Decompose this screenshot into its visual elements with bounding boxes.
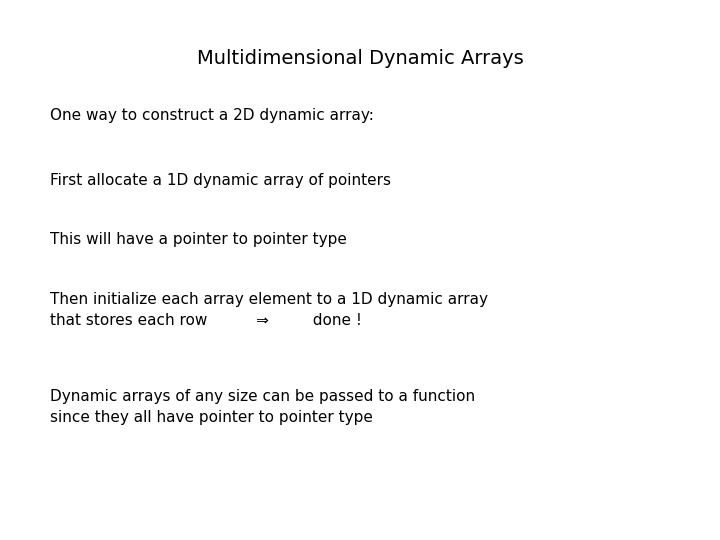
Text: This will have a pointer to pointer type: This will have a pointer to pointer type xyxy=(50,232,347,247)
Text: First allocate a 1D dynamic array of pointers: First allocate a 1D dynamic array of poi… xyxy=(50,173,392,188)
Text: Dynamic arrays of any size can be passed to a function
since they all have point: Dynamic arrays of any size can be passed… xyxy=(50,389,475,425)
Text: One way to construct a 2D dynamic array:: One way to construct a 2D dynamic array: xyxy=(50,108,374,123)
Text: Multidimensional Dynamic Arrays: Multidimensional Dynamic Arrays xyxy=(197,49,523,68)
Text: Then initialize each array element to a 1D dynamic array
that stores each row   : Then initialize each array element to a … xyxy=(50,292,488,328)
